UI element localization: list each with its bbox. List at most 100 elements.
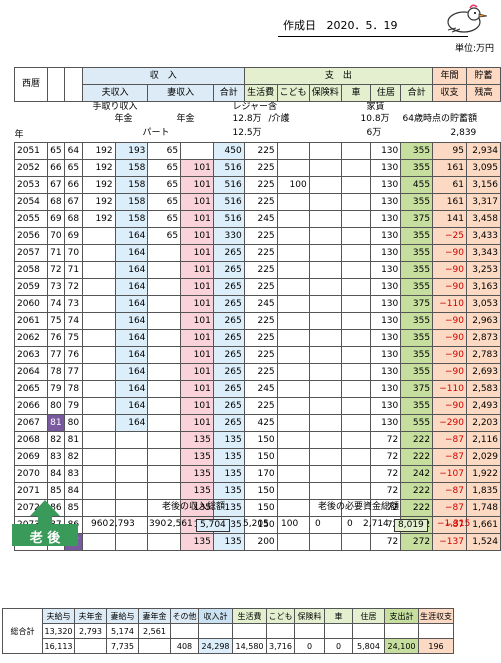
summary-header: 生活費: [232, 608, 267, 624]
cell-bal: −110: [432, 380, 467, 398]
cell-hp: 164: [114, 295, 149, 313]
cell-sav: 3,095: [465, 159, 501, 177]
cell-lv: 150: [243, 431, 278, 449]
cell-bal: −90: [432, 363, 467, 381]
cell-hp: 164: [114, 346, 149, 364]
cell-ins: [308, 210, 342, 228]
cell-lv: 225: [243, 346, 278, 364]
cell-car: [340, 397, 372, 415]
cell-et: 355: [400, 142, 434, 160]
cell-hi: [81, 414, 116, 432]
cell-hi: 192: [81, 142, 116, 160]
cell-hi: [81, 329, 116, 347]
cell-sav: 2,963: [465, 312, 501, 330]
cell-y: 2069: [14, 448, 48, 466]
table-row: 2058 72 71 164 101 265 225 130 355 −90 3,253: [14, 261, 501, 279]
cell-b: 81: [63, 431, 83, 449]
cell-a: 78: [46, 363, 65, 381]
table-row: 2060 74 73 164 101 265 245 130 375 −110 3,053: [14, 295, 501, 313]
cell-ch: [276, 329, 310, 347]
header-row-1: 西暦 収 入 支 出 年間 貯蓄: [14, 67, 501, 102]
cell-wi: [147, 261, 182, 279]
summary-header: こども: [266, 608, 295, 624]
cell-bal: −87: [432, 482, 467, 500]
cell-car: [340, 431, 372, 449]
cell-hi: 192: [81, 210, 116, 228]
cell-wi: [147, 244, 182, 262]
cell-it: 330: [212, 227, 245, 245]
cell-ch: [276, 312, 310, 330]
cell-et: 355: [400, 329, 434, 347]
summary-cell: 2,793: [74, 623, 107, 639]
cell-it: 135: [212, 465, 245, 483]
cell-hp: 164: [114, 380, 149, 398]
cell-hi: [81, 397, 116, 415]
cell-b: 77: [63, 363, 83, 381]
cell-hs: 130: [370, 159, 402, 177]
note-age: 年: [14, 130, 24, 140]
cell-hi: [81, 261, 116, 279]
cell-car: [340, 363, 372, 381]
cell-wp: 135: [180, 465, 214, 483]
cell-et: 222: [400, 499, 434, 517]
cell-ins: [308, 482, 342, 500]
table-row: 2070 84 83 135 135 170 72 242 −107 1,922: [14, 465, 501, 483]
note-leisure-amount: 12.5万: [232, 128, 262, 138]
cell-hi: [81, 499, 116, 517]
summary-header-row: 総合計 夫給与 夫年金 妻給与 妻年金 その他 収入計 生活費 こども 保険料車住居 支出計 生涯収支: [2, 608, 454, 654]
summary-cell: [232, 623, 267, 639]
summary-cell: 16,113: [42, 638, 75, 654]
cell-ins: [308, 414, 342, 432]
summary-cell: [138, 638, 171, 654]
cell-wi: [147, 295, 182, 313]
cell-sav: 1,835: [465, 482, 501, 500]
table-row: 2062 76 75 164 101 265 225 130 355 −90 2,873: [14, 329, 501, 347]
cell-a: 75: [46, 312, 65, 330]
cell-it: 265: [212, 363, 245, 381]
cell-hp: 164: [114, 244, 149, 262]
cell-car: [340, 159, 372, 177]
cell-hp: 164: [114, 414, 149, 432]
cell-hi: [81, 346, 116, 364]
cell-ins: [308, 295, 342, 313]
cell-hp: [114, 465, 149, 483]
cell-sav: 3,433: [465, 227, 501, 245]
cell-hi: [81, 448, 116, 466]
summary-cell: 0: [324, 638, 353, 654]
cell-lv: 245: [243, 380, 278, 398]
header-row-2: 夫収入 妻収入 合計 生活費 こども 保険料 車 住居 合計 収支 残高: [15, 84, 501, 102]
cell-hs: 72: [370, 533, 402, 551]
old-age-badge: 老 後: [29, 531, 61, 546]
cell-it: 135: [212, 431, 245, 449]
cell-lv: 225: [243, 329, 278, 347]
cell-wp: 135: [180, 431, 214, 449]
cell-wp: 101: [180, 244, 214, 262]
cell-hi: 192: [81, 176, 116, 194]
cell-y: 2064: [14, 363, 48, 381]
cell-hs: 130: [370, 142, 402, 160]
cell-car: [340, 261, 372, 279]
cell-it: 265: [212, 261, 245, 279]
cell-sav: 3,053: [465, 295, 501, 313]
cell-sav: 2,029: [465, 448, 501, 466]
cell-b: 80: [63, 414, 83, 432]
note-rent: 家賃: [366, 102, 385, 113]
cell-b: 71: [63, 261, 83, 279]
note-rent-amount-1: 10.8万: [360, 114, 390, 124]
table-row: 2051 65 64 192 193 65 450 225 130 355 95 2,934: [14, 142, 501, 160]
cell-hs: 130: [370, 210, 402, 228]
cell-ins: [308, 227, 342, 245]
cell-et: 455: [400, 176, 434, 194]
cell-bal: 161: [432, 159, 467, 177]
cell-ins: [308, 346, 342, 364]
summary-cell: [198, 623, 233, 639]
cell-y: 2062: [14, 329, 48, 347]
cell-it: 265: [212, 414, 245, 432]
note-leisure: レジャー含: [232, 102, 278, 113]
cell-sav: 2,783: [465, 346, 501, 364]
living-header: 生活費: [243, 84, 278, 102]
cell-b: 84: [63, 482, 83, 500]
cell-lv: 225: [243, 176, 278, 194]
cell-et: 355: [400, 397, 434, 415]
cell-y: 2063: [14, 346, 48, 364]
